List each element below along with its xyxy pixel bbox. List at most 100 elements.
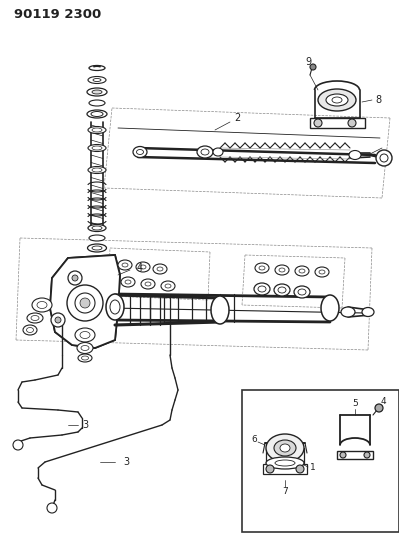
Ellipse shape [92,226,102,230]
Text: 6: 6 [251,435,257,445]
Ellipse shape [122,263,128,267]
Text: 3: 3 [82,420,88,430]
Bar [242,390,399,532]
Ellipse shape [27,313,43,323]
Circle shape [67,285,103,321]
Text: 1: 1 [310,464,316,472]
Ellipse shape [106,294,124,320]
Ellipse shape [81,345,89,351]
Ellipse shape [266,434,304,462]
Ellipse shape [80,332,90,338]
Ellipse shape [341,307,355,317]
Ellipse shape [87,110,107,118]
Ellipse shape [125,280,131,284]
Circle shape [314,119,322,127]
Text: 2: 2 [234,113,240,123]
Ellipse shape [259,266,265,270]
Ellipse shape [32,298,52,312]
Circle shape [376,150,392,166]
Ellipse shape [37,302,47,309]
Circle shape [380,154,388,162]
Ellipse shape [26,327,34,333]
Circle shape [348,119,356,127]
Circle shape [47,503,57,513]
Bar [310,118,365,128]
Ellipse shape [93,78,101,82]
Circle shape [72,275,78,281]
Ellipse shape [165,284,171,288]
Ellipse shape [266,457,304,469]
Text: 4: 4 [137,263,143,273]
Ellipse shape [153,264,167,274]
Circle shape [296,465,304,473]
Ellipse shape [145,282,151,286]
Ellipse shape [133,147,147,157]
Ellipse shape [275,265,289,275]
Ellipse shape [89,235,105,241]
Circle shape [51,313,65,327]
Ellipse shape [274,440,296,456]
Ellipse shape [77,343,93,353]
Ellipse shape [299,269,305,273]
Ellipse shape [255,263,269,273]
Ellipse shape [81,356,89,360]
Circle shape [375,404,383,412]
Ellipse shape [295,266,309,276]
Ellipse shape [140,265,146,269]
Text: 5: 5 [352,400,358,408]
Ellipse shape [315,267,329,277]
Circle shape [13,440,23,450]
Circle shape [75,293,95,313]
Ellipse shape [275,460,295,466]
Text: 3: 3 [123,457,129,467]
Ellipse shape [319,270,325,274]
Ellipse shape [92,246,102,250]
Bar [263,464,307,474]
Ellipse shape [88,166,106,174]
Polygon shape [50,255,120,348]
Ellipse shape [91,111,103,117]
Ellipse shape [321,295,339,321]
Ellipse shape [136,262,150,272]
Text: 9: 9 [305,57,311,67]
Ellipse shape [258,286,266,292]
Ellipse shape [254,283,270,295]
Ellipse shape [118,260,132,270]
Ellipse shape [88,224,106,231]
Bar [337,451,373,459]
Ellipse shape [280,444,290,452]
Circle shape [55,317,61,323]
Circle shape [310,64,316,70]
Text: 8: 8 [375,95,381,105]
Ellipse shape [87,244,107,252]
Ellipse shape [349,150,361,159]
Ellipse shape [23,325,37,335]
Circle shape [340,452,346,458]
Circle shape [68,271,82,285]
Circle shape [80,298,90,308]
Ellipse shape [362,308,374,317]
Ellipse shape [201,149,209,155]
Ellipse shape [279,268,285,272]
Ellipse shape [31,316,39,320]
Ellipse shape [294,286,310,298]
Ellipse shape [92,90,102,94]
Ellipse shape [136,149,144,155]
Text: 7: 7 [282,488,288,497]
Ellipse shape [89,100,105,106]
Text: 90119 2300: 90119 2300 [14,8,101,21]
Ellipse shape [92,168,102,172]
Ellipse shape [121,277,135,287]
Ellipse shape [89,66,105,70]
Ellipse shape [92,146,102,150]
Ellipse shape [157,267,163,271]
Circle shape [266,465,274,473]
Ellipse shape [211,296,229,324]
Ellipse shape [92,128,102,132]
Polygon shape [50,255,120,348]
Ellipse shape [141,279,155,289]
Ellipse shape [78,354,92,362]
Text: 4: 4 [380,398,386,407]
Ellipse shape [197,146,213,158]
Ellipse shape [88,77,106,84]
